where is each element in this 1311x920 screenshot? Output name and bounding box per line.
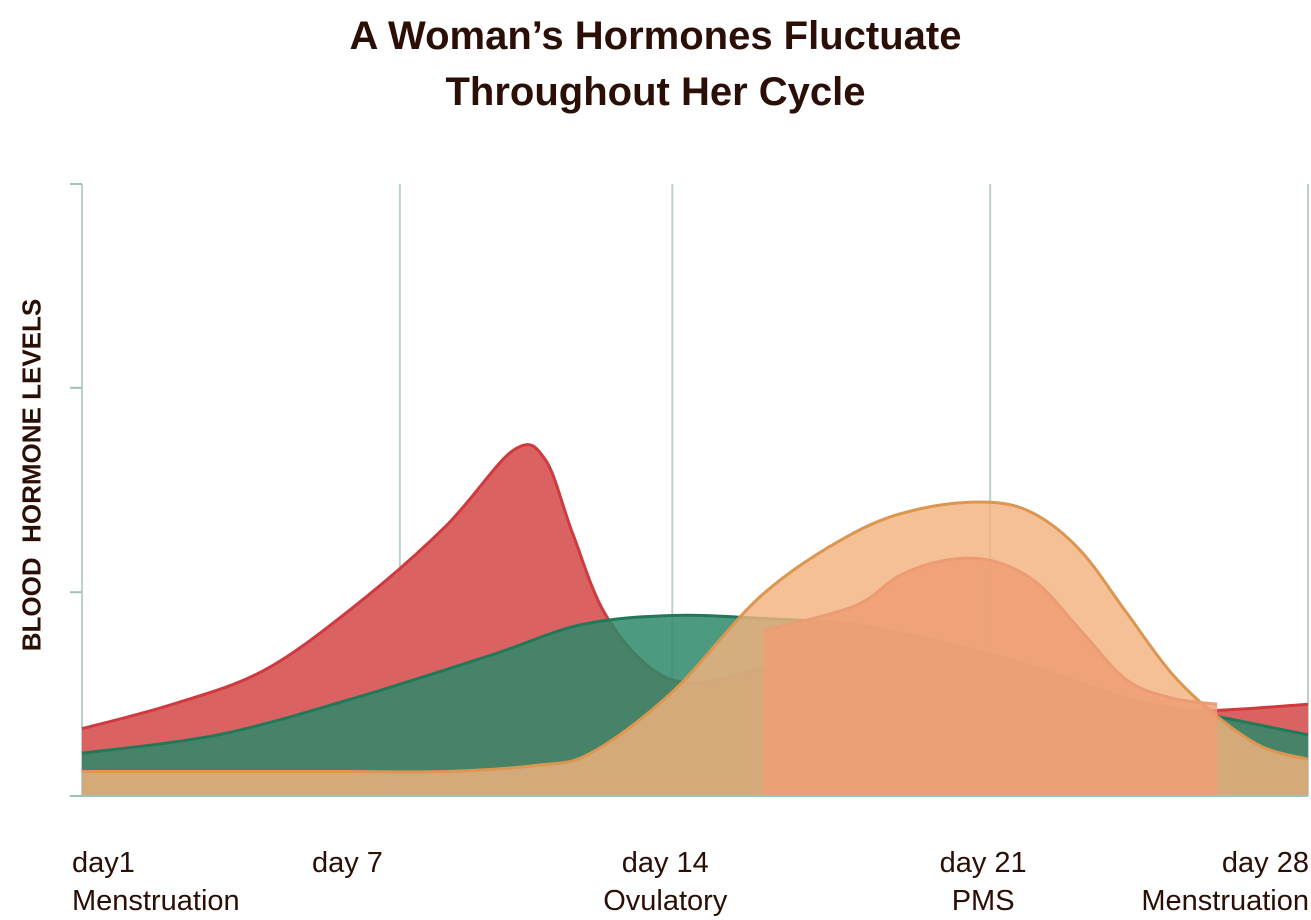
series-area-3 — [763, 558, 1218, 796]
x-tick-label-1-line-0: day 7 — [311, 847, 383, 879]
axes — [70, 183, 1308, 797]
x-tick-label-0-line-0: day1 — [72, 847, 135, 879]
chart-title-line-2: Throughout Her Cycle — [445, 70, 866, 114]
x-tick-label-0-line-1: Menstruation — [72, 885, 240, 917]
chart-title: A Woman’s Hormones Fluctuate Throughout … — [0, 8, 1311, 120]
x-tick-label-2-line-0: day 14 — [621, 847, 709, 879]
x-tick-label-3-line-1: PMS — [951, 885, 1015, 917]
x-tick-label-2-line-1: Ovulatory — [603, 885, 728, 917]
chart-title-line-1: A Woman’s Hormones Fluctuate — [349, 14, 962, 58]
x-tick-label-4-line-0: day 28 — [1221, 847, 1309, 879]
x-tick-label-1: day 7 — [312, 844, 383, 882]
x-tick-label-0: day1 Menstruation — [72, 844, 240, 920]
x-tick-label-3: day 21 PMS — [940, 844, 1027, 920]
x-tick-label-3-line-0: day 21 — [939, 847, 1027, 879]
x-tick-label-2: day 14 Ovulatory — [603, 844, 727, 920]
series-line-2 — [82, 500, 1309, 774]
x-tick-label-4: day 28 Menstruation — [1141, 844, 1309, 920]
x-tick-label-4-line-1: Menstruation — [1141, 885, 1309, 917]
series-line-3 — [762, 556, 1218, 706]
hormone-areas — [81, 443, 1309, 796]
